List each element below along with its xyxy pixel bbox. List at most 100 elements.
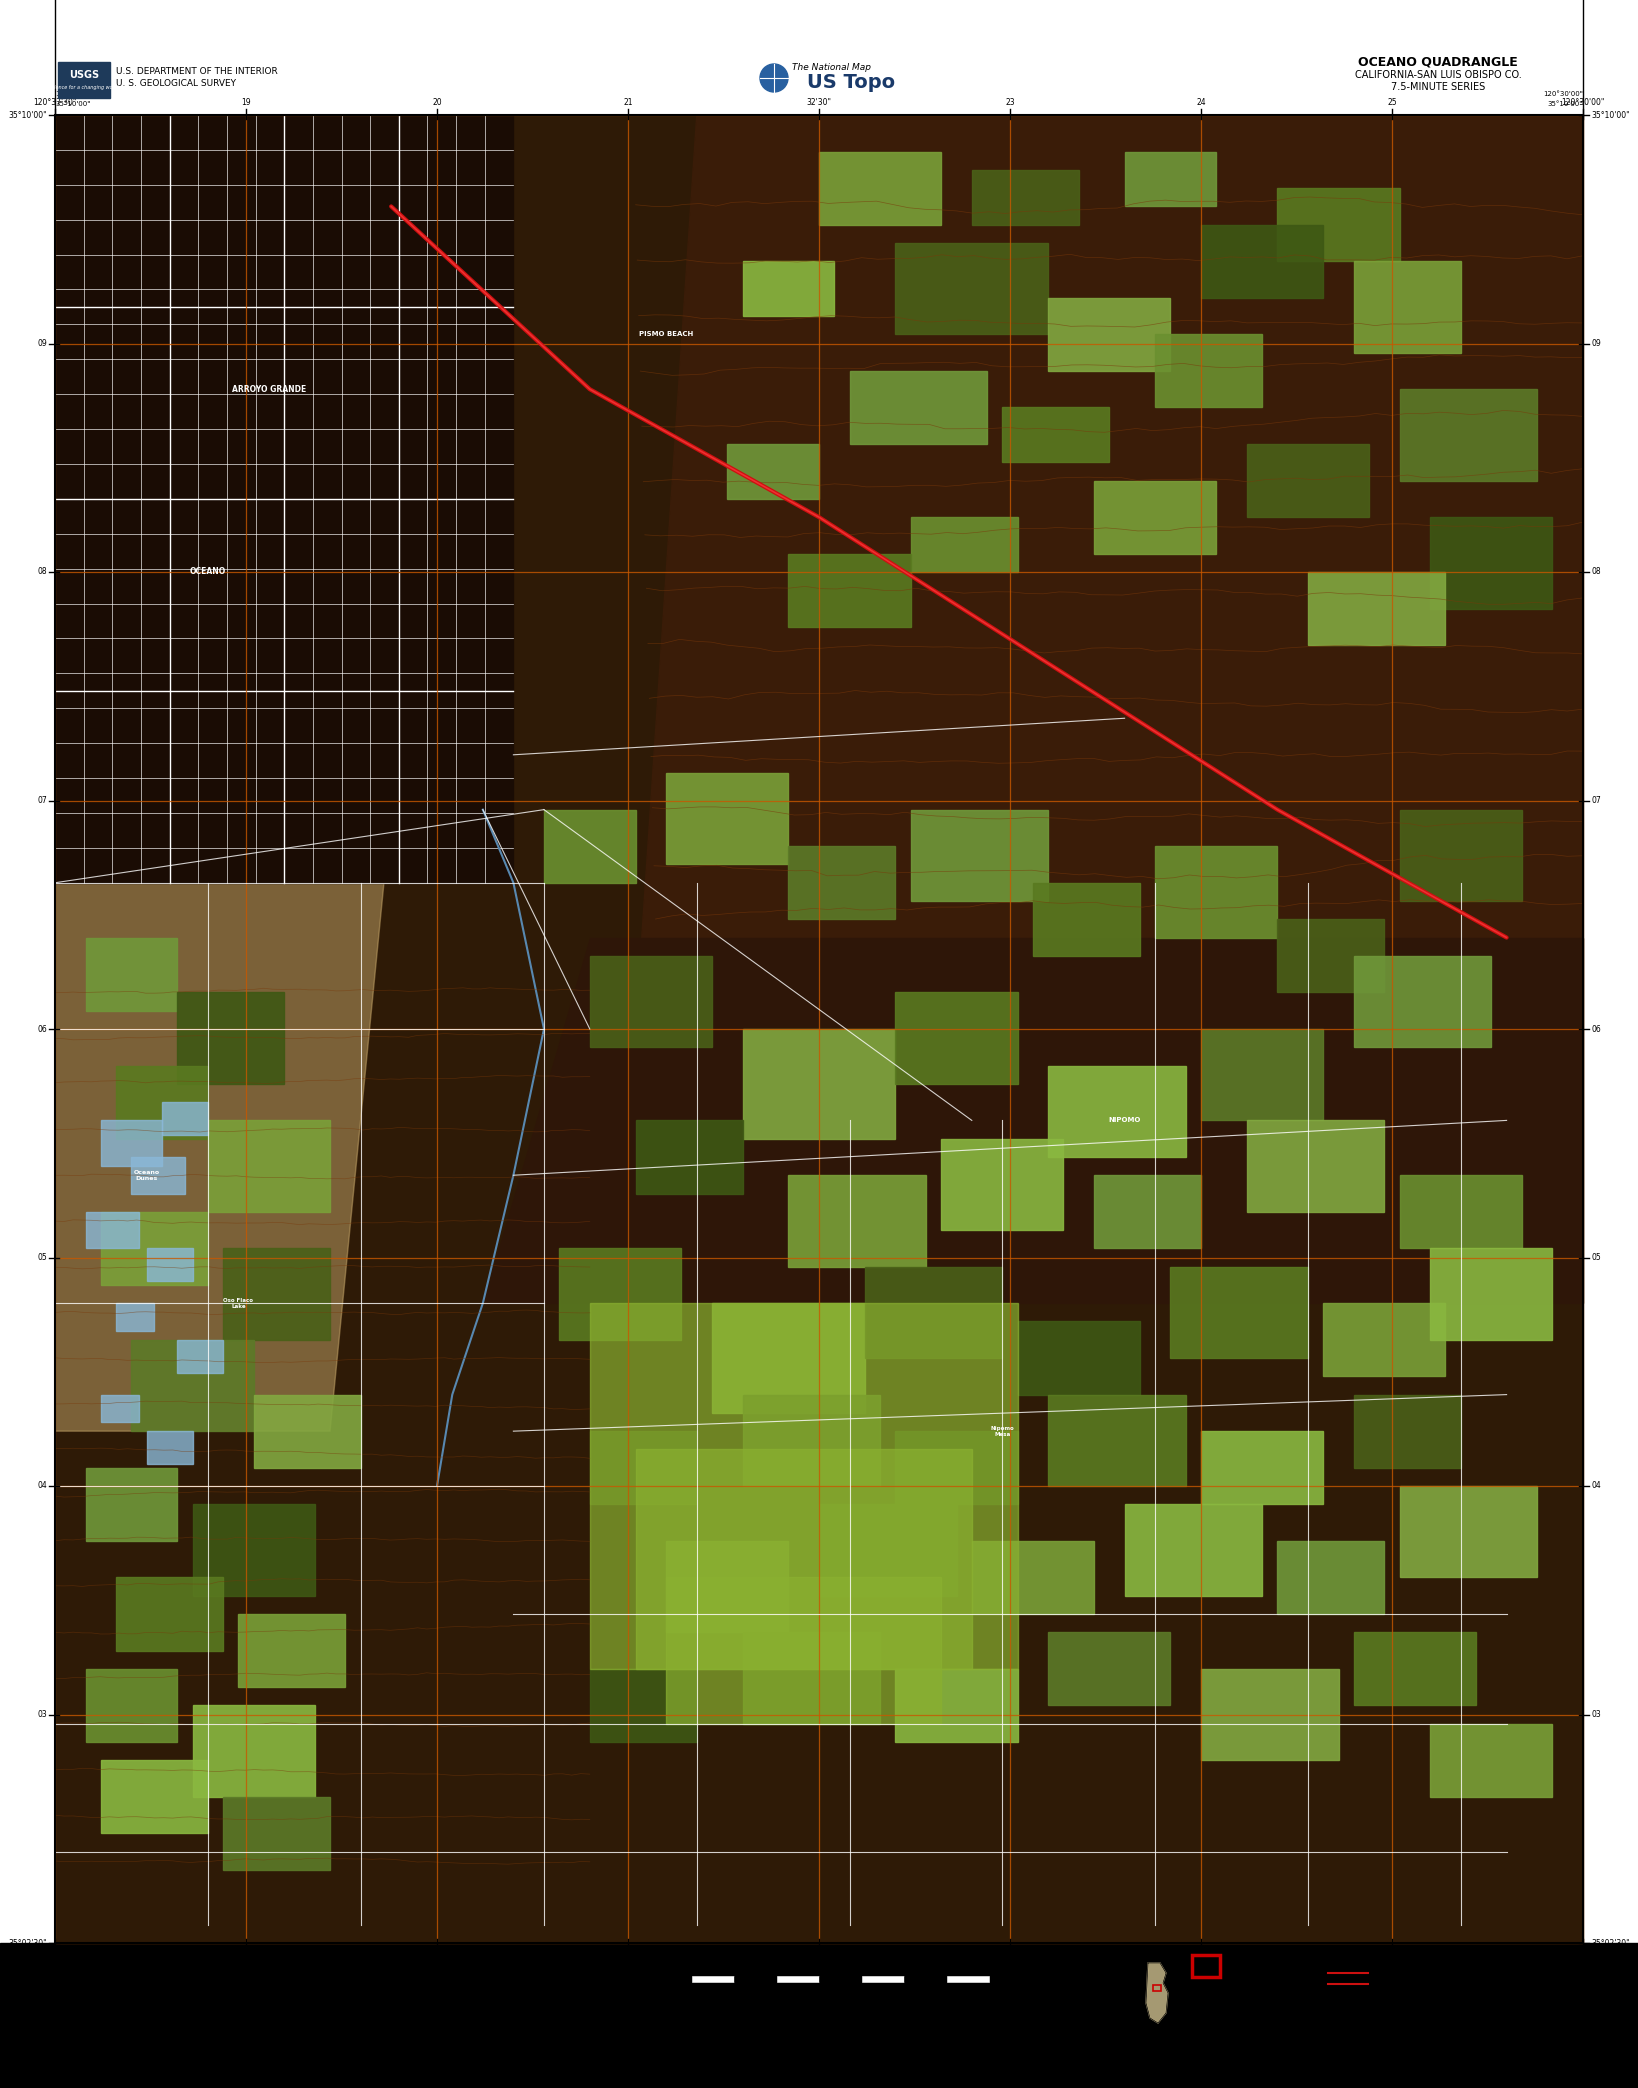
Bar xyxy=(1430,518,1553,608)
Bar xyxy=(85,938,177,1011)
Bar xyxy=(590,1430,696,1503)
Bar xyxy=(742,1029,896,1138)
Text: 05: 05 xyxy=(38,1253,48,1261)
Bar xyxy=(1399,388,1536,480)
Bar xyxy=(1048,1065,1186,1157)
Bar xyxy=(177,992,285,1084)
Text: PISMO BEACH: PISMO BEACH xyxy=(639,332,693,338)
Text: US Route: US Route xyxy=(1374,1982,1402,1986)
Bar xyxy=(1017,1322,1140,1395)
Bar xyxy=(742,1633,880,1723)
Text: 35°10'00": 35°10'00" xyxy=(1548,100,1582,106)
Bar xyxy=(1353,1633,1476,1706)
Bar xyxy=(1153,1986,1161,1992)
Bar xyxy=(102,1395,139,1422)
Circle shape xyxy=(760,65,788,92)
Bar xyxy=(223,1798,329,1871)
Text: 07: 07 xyxy=(1590,796,1600,806)
Text: 04: 04 xyxy=(1590,1482,1600,1491)
Bar xyxy=(1353,956,1491,1048)
Bar xyxy=(819,1975,862,1982)
Text: 7.5-MINUTE SERIES: 7.5-MINUTE SERIES xyxy=(1391,81,1486,92)
Bar xyxy=(0,1944,1638,2088)
Bar xyxy=(819,152,942,226)
Text: 25: 25 xyxy=(1387,98,1397,106)
Bar xyxy=(116,1576,223,1650)
Bar xyxy=(1247,445,1369,518)
Bar xyxy=(1324,1303,1445,1376)
Text: Oso Flaco
Lake: Oso Flaco Lake xyxy=(223,1299,254,1309)
Bar xyxy=(667,1541,788,1633)
Bar xyxy=(1171,1267,1309,1357)
Text: 1: 1 xyxy=(817,1986,821,1992)
Bar xyxy=(904,1975,947,1982)
Text: 120°30'00": 120°30'00" xyxy=(1561,98,1605,106)
Bar xyxy=(713,1303,865,1414)
Bar xyxy=(208,1121,329,1211)
Text: Interstate Route: Interstate Route xyxy=(1374,1971,1425,1975)
Text: ARROYO GRANDE: ARROYO GRANDE xyxy=(233,384,306,395)
Bar xyxy=(590,1668,696,1741)
Bar xyxy=(1125,152,1217,207)
Bar xyxy=(147,1430,193,1464)
Bar xyxy=(1399,1487,1536,1576)
Text: US Topo: US Topo xyxy=(808,73,894,92)
Text: U. S. GEOLOGICAL SURVEY: U. S. GEOLOGICAL SURVEY xyxy=(116,79,236,88)
Bar xyxy=(819,1503,957,1595)
Text: Nipomo
Mesa: Nipomo Mesa xyxy=(991,1426,1014,1437)
Bar xyxy=(85,1211,139,1249)
Text: 35°10'00": 35°10'00" xyxy=(56,100,90,106)
Text: OCEANO: OCEANO xyxy=(190,568,226,576)
Text: 2 MILES: 2 MILES xyxy=(976,1986,1001,1992)
Polygon shape xyxy=(1147,1963,1168,2023)
Bar xyxy=(1201,1668,1338,1760)
Bar xyxy=(116,1303,154,1330)
Text: 08: 08 xyxy=(38,568,48,576)
Text: CALIFORNIA-SAN LUIS OBISPO CO.: CALIFORNIA-SAN LUIS OBISPO CO. xyxy=(1355,71,1522,79)
Bar xyxy=(1399,810,1522,902)
Bar xyxy=(742,261,834,315)
Bar xyxy=(1247,1121,1384,1211)
Text: 04: 04 xyxy=(38,1482,48,1491)
Bar xyxy=(1125,1503,1263,1595)
Text: 3 KILOMETERS: 3 KILOMETERS xyxy=(966,1969,1012,1973)
Bar xyxy=(865,1267,1002,1357)
Bar xyxy=(1430,1723,1553,1798)
Polygon shape xyxy=(483,938,1582,1303)
Bar xyxy=(1155,846,1278,938)
Text: 24: 24 xyxy=(1196,1950,1206,1961)
Text: 35°10'00": 35°10'00" xyxy=(1590,111,1630,119)
Text: State Route: State Route xyxy=(1374,1992,1410,1998)
Bar xyxy=(896,1430,1017,1503)
Bar xyxy=(1048,1395,1186,1487)
Bar xyxy=(1278,188,1399,261)
Bar xyxy=(896,992,1017,1084)
Text: 23: 23 xyxy=(1006,98,1016,106)
Bar xyxy=(776,1975,819,1982)
Text: 35°10'00": 35°10'00" xyxy=(8,111,48,119)
Text: NIPOMO: NIPOMO xyxy=(1109,1117,1140,1123)
Text: science for a changing world: science for a changing world xyxy=(49,86,120,90)
Bar xyxy=(544,810,636,883)
Text: North American Datum of 1983 (NAD 83): North American Datum of 1983 (NAD 83) xyxy=(66,1971,195,1975)
Bar xyxy=(1278,1541,1384,1614)
Bar xyxy=(559,1249,681,1340)
Bar xyxy=(1034,883,1140,956)
Bar xyxy=(239,1614,346,1687)
Bar xyxy=(147,1249,193,1282)
Text: 120°37'30": 120°37'30" xyxy=(33,98,77,106)
Bar xyxy=(193,1503,314,1595)
Text: 19: 19 xyxy=(241,98,251,106)
Text: 21: 21 xyxy=(622,98,632,106)
Bar xyxy=(177,1340,223,1372)
Text: 120°37'30": 120°37'30" xyxy=(56,1961,95,1967)
Text: 35°02'30": 35°02'30" xyxy=(1548,1950,1582,1956)
Bar xyxy=(193,1706,314,1798)
Text: 20: 20 xyxy=(432,98,442,106)
Bar xyxy=(1155,334,1263,407)
Text: U.S. DEPARTMENT OF THE INTERIOR: U.S. DEPARTMENT OF THE INTERIOR xyxy=(116,67,278,77)
Bar xyxy=(1430,1249,1553,1340)
Text: Local Road: Local Road xyxy=(1374,2004,1409,2009)
Text: 35°02'30": 35°02'30" xyxy=(8,1938,48,1948)
Text: The National Map: The National Map xyxy=(793,63,871,73)
